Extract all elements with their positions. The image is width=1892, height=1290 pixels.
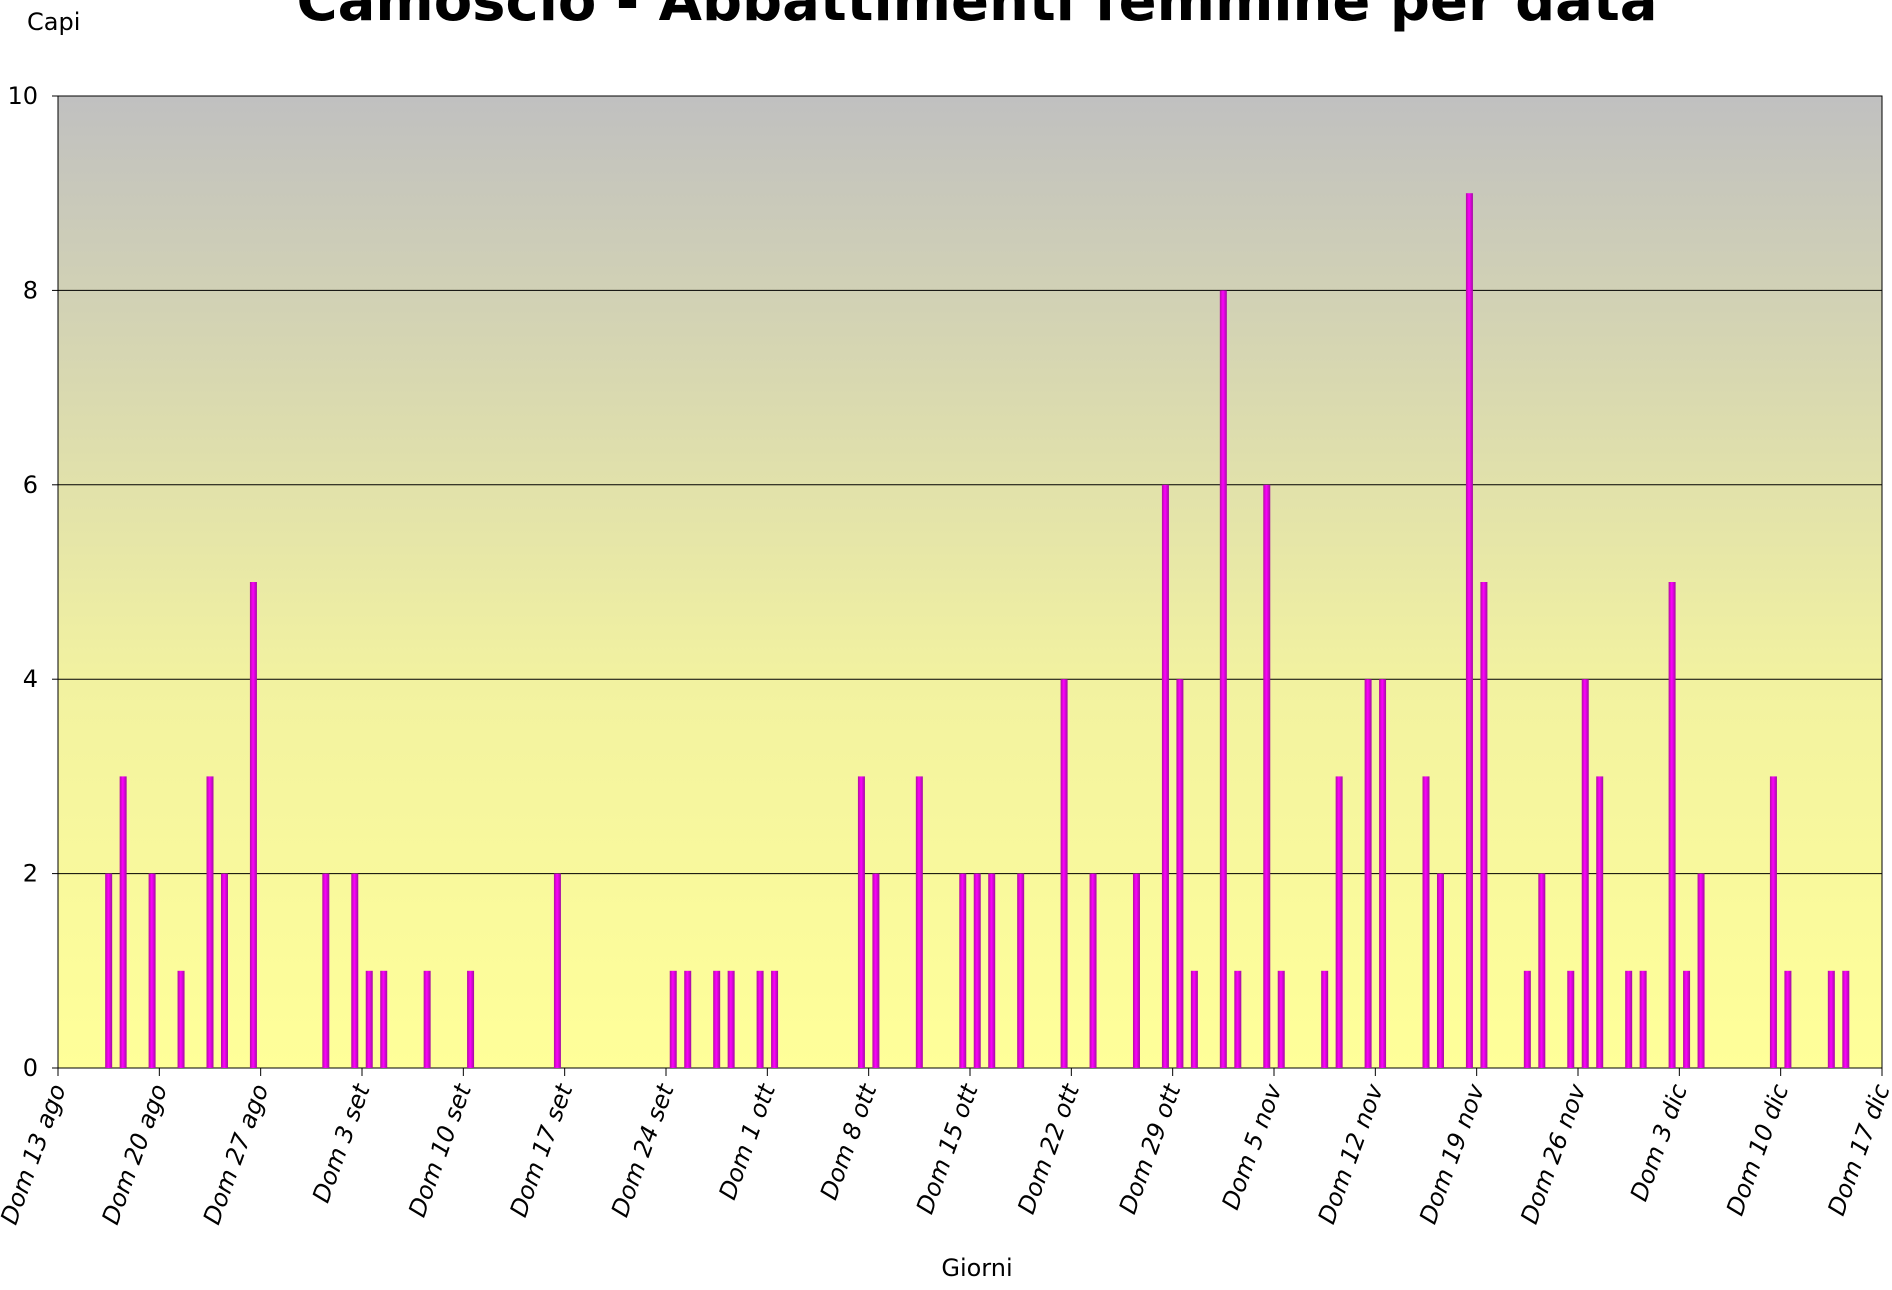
bar	[713, 970, 721, 1068]
chart-title: Camoscio - Abbattimenti femmine per data	[296, 0, 1657, 34]
bar	[119, 776, 127, 1068]
bar	[1263, 484, 1271, 1068]
x-tick-label: Dom 22 ott	[1012, 1079, 1085, 1218]
bar	[1538, 873, 1546, 1068]
bar	[423, 970, 431, 1068]
bar	[1219, 290, 1227, 1068]
bar	[351, 873, 359, 1068]
x-tick-label: Dom 13 ago	[0, 1080, 72, 1228]
bar	[1596, 776, 1604, 1068]
bar	[148, 873, 156, 1068]
bar	[467, 970, 475, 1068]
bar	[1581, 679, 1589, 1068]
bar	[1480, 582, 1488, 1068]
bar	[1321, 970, 1329, 1068]
bar	[1176, 679, 1184, 1068]
bar	[857, 776, 865, 1068]
x-tick-label: Dom 20 ago	[96, 1080, 173, 1228]
x-tick-label: Dom 10 set	[403, 1079, 477, 1221]
bar	[1190, 970, 1198, 1068]
bar	[1335, 776, 1343, 1068]
bar	[1567, 970, 1575, 1068]
y-tick-label: 6	[23, 471, 38, 499]
x-tick-label: Dom 29 ott	[1114, 1079, 1187, 1218]
x-tick-label: Dom 17 dic	[1822, 1080, 1892, 1219]
bar	[756, 970, 764, 1068]
y-axis-label: Capi	[27, 8, 80, 36]
y-tick-label: 0	[23, 1054, 38, 1082]
bar	[1683, 970, 1691, 1068]
bar	[727, 970, 735, 1068]
bar	[771, 970, 779, 1068]
bar	[1132, 873, 1140, 1068]
bar	[1827, 970, 1835, 1068]
x-tick-label: Dom 17 set	[504, 1079, 578, 1221]
x-tick-label: Dom 26 nov	[1515, 1080, 1592, 1228]
x-tick-label: Dom 24 set	[606, 1079, 680, 1221]
bar	[988, 873, 996, 1068]
x-tick-label: Dom 5 nov	[1216, 1080, 1287, 1214]
bar	[1017, 873, 1025, 1068]
bar	[1436, 873, 1444, 1068]
bar	[684, 970, 692, 1068]
bar	[553, 873, 561, 1068]
bar	[380, 970, 388, 1068]
bar	[105, 873, 113, 1068]
bar	[1060, 679, 1068, 1068]
bar	[669, 970, 677, 1068]
y-tick-label: 10	[7, 82, 38, 110]
bar	[249, 582, 257, 1068]
bar	[915, 776, 923, 1068]
bar	[1234, 970, 1242, 1068]
bar	[322, 873, 330, 1068]
bar	[1784, 970, 1792, 1068]
bar	[220, 873, 228, 1068]
bar	[1769, 776, 1777, 1068]
bar	[959, 873, 967, 1068]
bar	[365, 970, 373, 1068]
bar	[1465, 193, 1473, 1068]
bar	[206, 776, 214, 1068]
bar	[1379, 679, 1387, 1068]
y-tick-label: 4	[23, 665, 38, 693]
bar	[1364, 679, 1372, 1068]
x-tick-label: Dom 27 ago	[198, 1080, 275, 1228]
y-tick-label: 8	[23, 276, 38, 304]
bar	[973, 873, 981, 1068]
x-tick-label: Dom 8 ott	[815, 1079, 883, 1203]
x-tick-label: Dom 15 ott	[911, 1079, 984, 1218]
bar	[177, 970, 185, 1068]
bar	[1523, 970, 1531, 1068]
bar	[1668, 582, 1676, 1068]
bar	[1697, 873, 1705, 1068]
x-axis-label: Giorni	[941, 1254, 1012, 1282]
bar	[1639, 970, 1647, 1068]
y-tick-label: 2	[23, 860, 38, 888]
bar	[1277, 970, 1285, 1068]
x-tick-label: Dom 10 dic	[1721, 1080, 1794, 1219]
x-tick-label: Dom 3 set	[307, 1079, 376, 1206]
bar	[1842, 970, 1850, 1068]
plot-area	[57, 95, 1883, 1069]
bar	[1161, 484, 1169, 1068]
bar	[1089, 873, 1097, 1068]
x-tick-label: Dom 3 dic	[1625, 1080, 1693, 1204]
x-tick-label: Dom 1 ott	[713, 1079, 781, 1203]
bar	[1625, 970, 1633, 1068]
bar	[1422, 776, 1430, 1068]
x-tick-label: Dom 12 nov	[1313, 1080, 1390, 1228]
bar	[872, 873, 880, 1068]
x-tick-label: Dom 19 nov	[1414, 1080, 1491, 1228]
